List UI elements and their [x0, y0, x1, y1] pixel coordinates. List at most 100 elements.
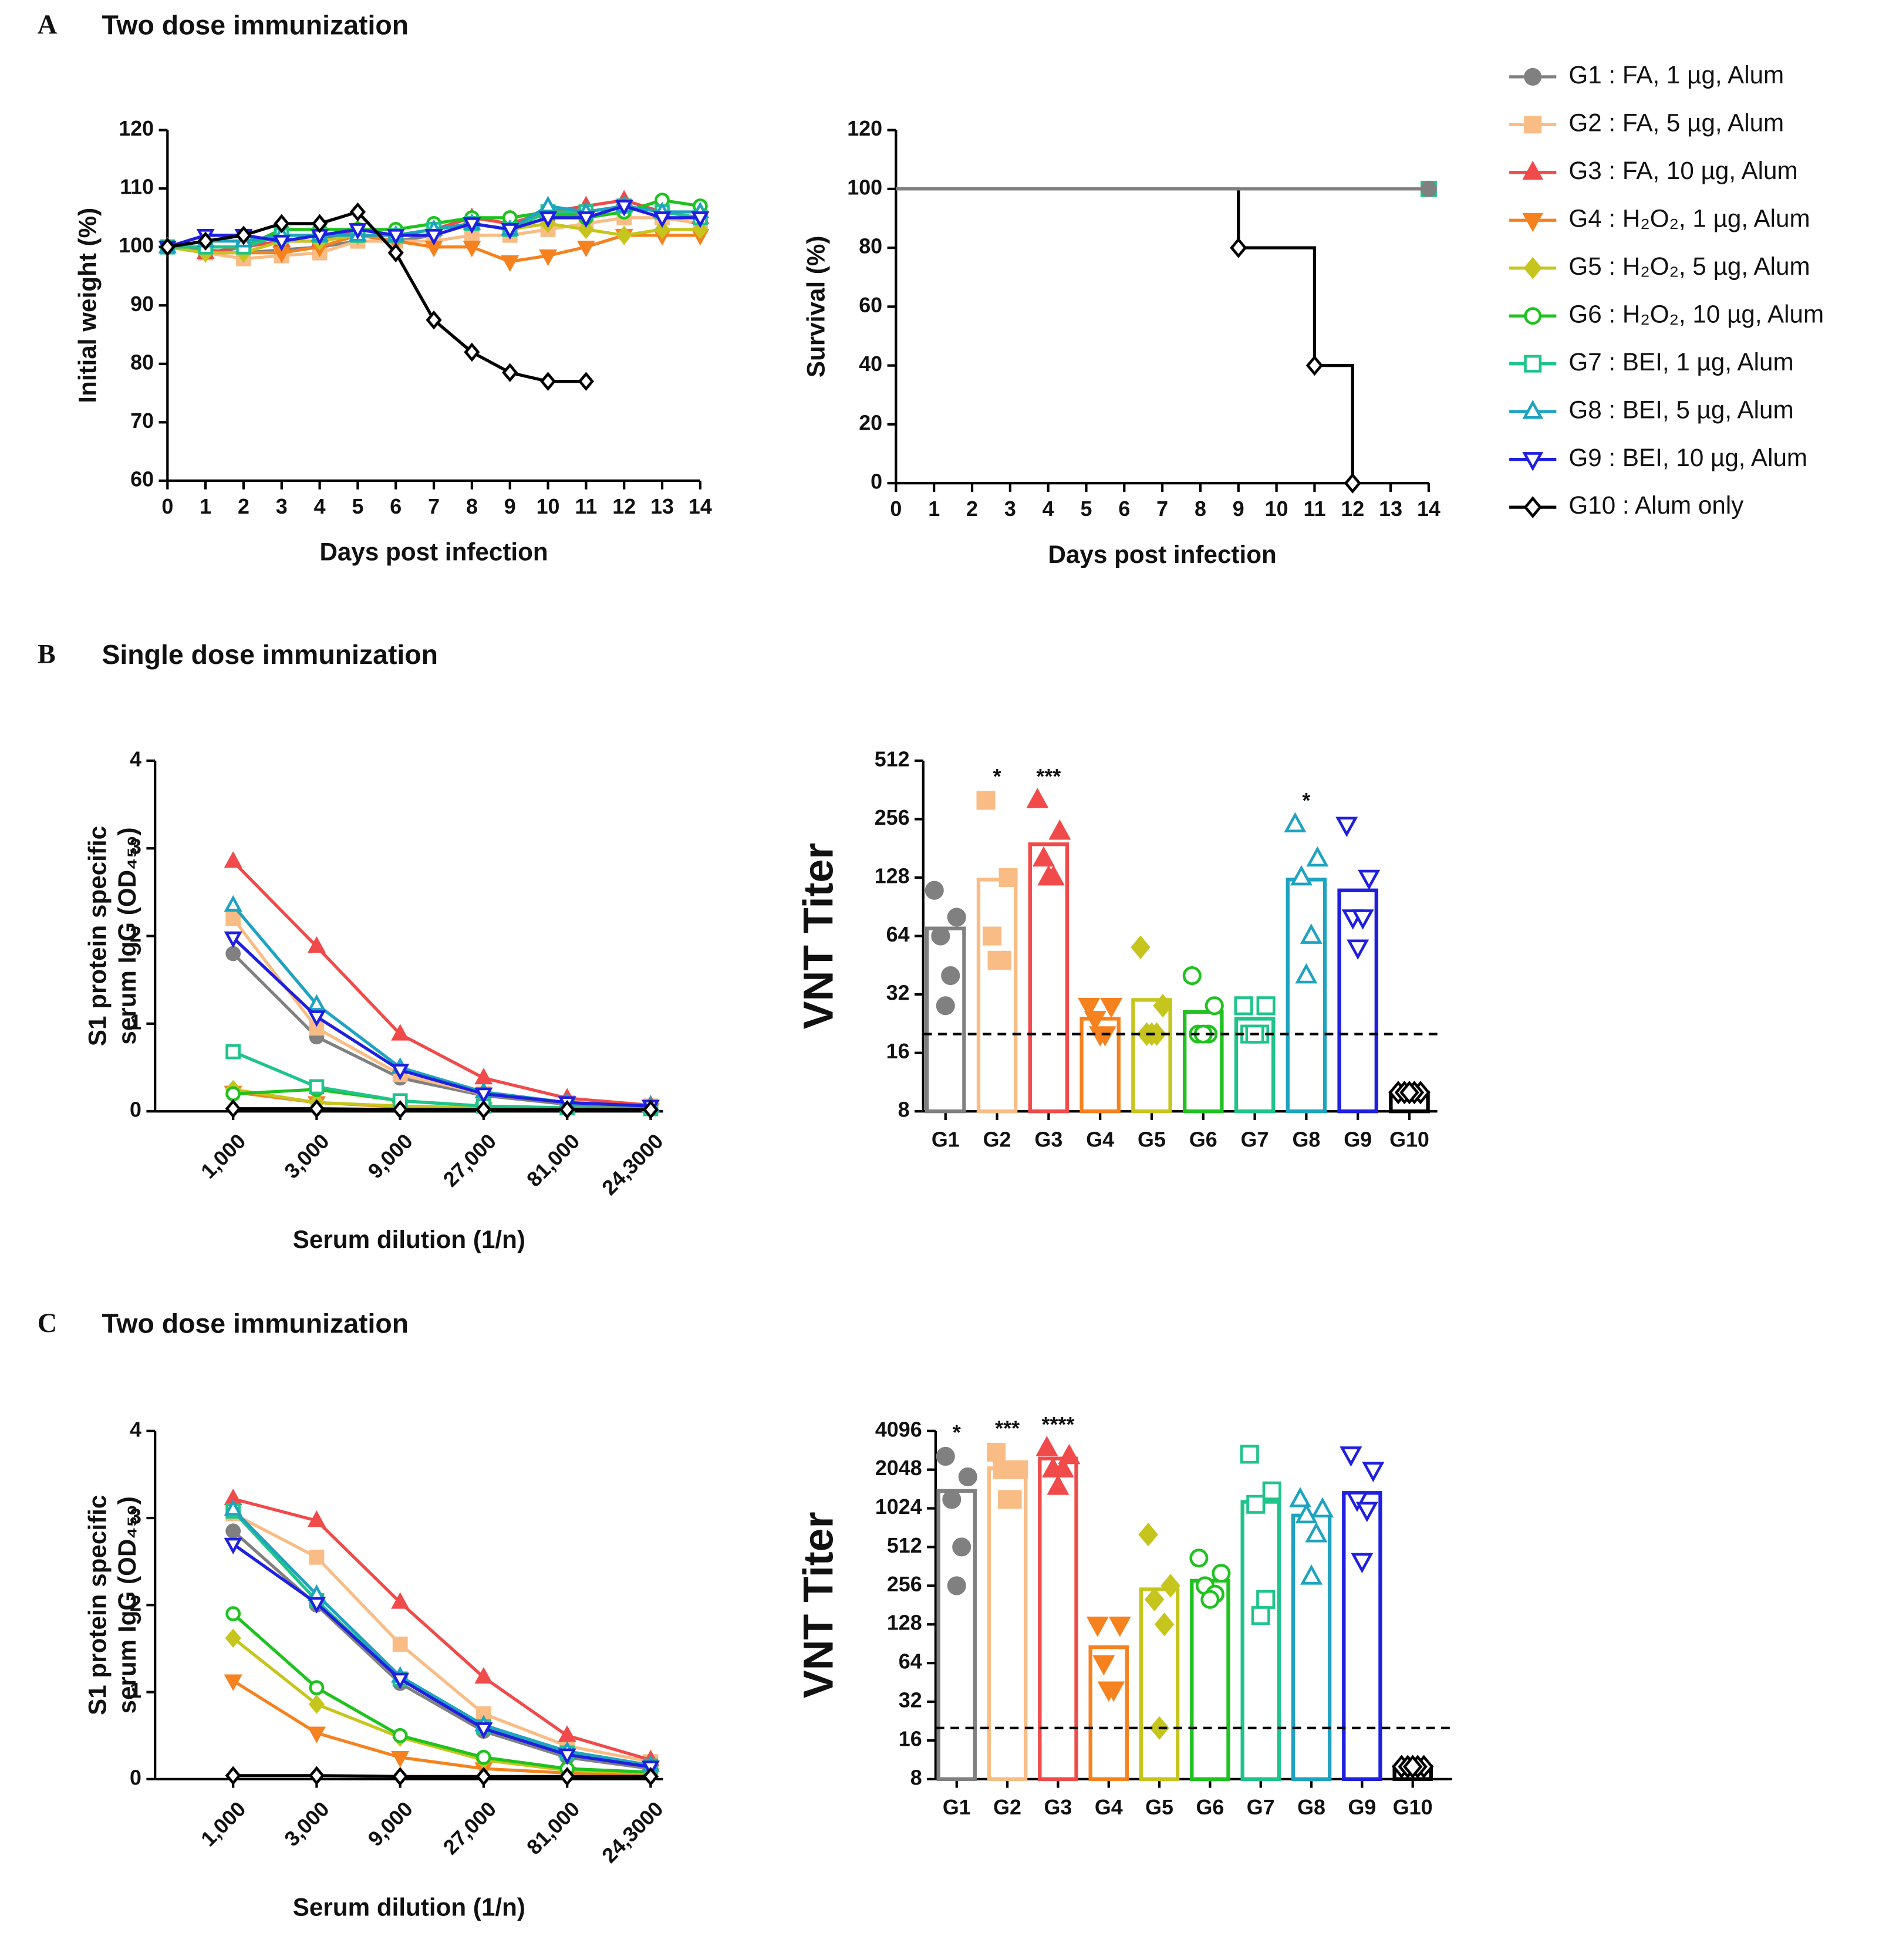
- x-tick-label: G2: [983, 1128, 1011, 1151]
- x-tick-label: 10: [537, 495, 560, 518]
- y-tick-label: 32: [899, 1689, 922, 1712]
- y-tick-label: 128: [887, 1611, 922, 1635]
- point: [1144, 1587, 1165, 1611]
- x-tick-label: 9: [504, 495, 516, 518]
- point: [349, 202, 366, 222]
- series-line: [232, 1497, 652, 1762]
- legend-marker: [1524, 116, 1542, 134]
- significance: ***: [995, 1416, 1020, 1440]
- point: [942, 1490, 962, 1509]
- point: [1344, 473, 1361, 494]
- x-tick-label: G10: [1389, 1128, 1429, 1151]
- point: [1284, 812, 1307, 833]
- x-tick-label: G8: [1292, 1128, 1320, 1151]
- point: [1362, 1462, 1385, 1482]
- y-tick-label: 256: [887, 1573, 922, 1596]
- point: [502, 363, 518, 383]
- point: [474, 1087, 493, 1104]
- point: [1084, 1011, 1106, 1031]
- x-tick-label: G4: [1086, 1128, 1114, 1151]
- point: [307, 936, 326, 953]
- panel-label: B: [38, 639, 56, 669]
- point: [1035, 1436, 1058, 1456]
- y-tick-label: 0: [130, 1766, 141, 1789]
- point: [936, 996, 955, 1016]
- x-tick-label: 4: [314, 495, 326, 518]
- point: [463, 217, 481, 234]
- x-tick-label: 8: [466, 495, 478, 518]
- y-tick-label: 3: [130, 835, 141, 859]
- x-tick-label: G1: [932, 1128, 960, 1151]
- point: [1138, 1523, 1158, 1547]
- y-tick-label: 8: [910, 1766, 922, 1789]
- point: [692, 220, 709, 239]
- y-tick-label: 100: [847, 176, 882, 199]
- point: [539, 195, 558, 212]
- y-tick-label: 100: [119, 234, 154, 257]
- legend-marker: [1522, 452, 1544, 471]
- point: [691, 211, 710, 228]
- bar: [936, 1489, 977, 1782]
- point: [501, 255, 519, 272]
- point: [1234, 996, 1253, 1016]
- point: [1182, 966, 1202, 986]
- point: [225, 910, 241, 926]
- x-tick-label: G1: [943, 1796, 971, 1819]
- x-tick-label: 3,000: [280, 1129, 334, 1183]
- point: [391, 1592, 410, 1609]
- point: [1305, 1522, 1328, 1543]
- point: [1153, 994, 1173, 1018]
- y-tick-label: 512: [887, 1534, 922, 1557]
- point: [1032, 846, 1055, 867]
- legend-label: G9 : BEI, 10 µg, Alum: [1568, 444, 1807, 471]
- y-tick-label: 110: [120, 176, 154, 199]
- point: [1351, 909, 1374, 930]
- point: [225, 1628, 241, 1648]
- point: [392, 1728, 408, 1743]
- y-tick-label: 60: [859, 294, 882, 317]
- y-axis-label: serum IgG (OD₄₅₀): [113, 1496, 141, 1713]
- x-tick-label: 2: [238, 495, 249, 518]
- x-tick-label: 3: [1004, 497, 1016, 521]
- x-tick-label: G8: [1297, 1796, 1325, 1819]
- point: [392, 1637, 408, 1652]
- bar: [1234, 1017, 1276, 1114]
- y-tick-label: 16: [899, 1727, 922, 1750]
- point: [391, 1672, 410, 1689]
- point: [225, 1766, 241, 1786]
- point: [1295, 963, 1318, 984]
- y-tick-label: 0: [130, 1098, 141, 1122]
- point: [475, 1767, 492, 1786]
- point: [1399, 1081, 1419, 1105]
- point: [312, 214, 328, 234]
- point: [308, 1695, 325, 1714]
- point: [424, 229, 443, 246]
- point: [539, 211, 558, 228]
- point: [1089, 1026, 1112, 1047]
- point: [1311, 1497, 1334, 1518]
- significance: *: [993, 765, 1001, 788]
- series-line: [232, 1543, 651, 1769]
- bar: [1291, 1513, 1332, 1782]
- legend-label: G1 : FA, 1 µg, Alum: [1568, 61, 1784, 89]
- x-tick-label: 4: [1043, 497, 1054, 521]
- legend-label: G8 : BEI, 5 µg, Alum: [1568, 396, 1793, 423]
- point: [1306, 846, 1329, 867]
- point: [1262, 1481, 1281, 1500]
- y-tick-label: 2048: [875, 1456, 922, 1480]
- bar: [1183, 1010, 1224, 1114]
- point: [307, 1597, 326, 1614]
- y-tick-label: 80: [859, 235, 882, 258]
- legend-marker: [1522, 212, 1544, 232]
- x-tick-label: 9,000: [363, 1797, 417, 1851]
- x-tick-label: 1: [200, 495, 211, 518]
- legend-label: G5 : H₂O₂, 5 µg, Alum: [1568, 252, 1810, 280]
- bar: [1038, 1456, 1078, 1782]
- point: [224, 895, 242, 912]
- point: [1200, 1590, 1220, 1609]
- x-tick-label: 9: [1233, 497, 1244, 521]
- point: [1086, 1616, 1109, 1637]
- point: [576, 240, 595, 258]
- x-tick-label: 7: [1156, 497, 1168, 521]
- significance: ***: [1036, 765, 1061, 788]
